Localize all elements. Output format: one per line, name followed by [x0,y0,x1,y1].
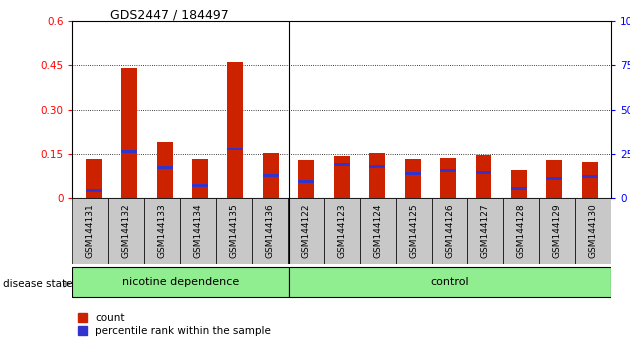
Bar [476,171,491,174]
Bar [192,184,208,187]
Text: GSM144135: GSM144135 [229,204,239,258]
Bar [440,158,456,198]
Bar [144,198,180,264]
Text: GSM144127: GSM144127 [481,204,490,258]
Bar [404,172,421,175]
Bar [467,198,503,264]
Bar [288,198,324,264]
Text: GSM144126: GSM144126 [445,204,454,258]
Bar [299,160,314,198]
Text: GSM144128: GSM144128 [517,204,526,258]
Bar [252,198,288,264]
Bar [360,198,396,264]
Bar [227,148,243,150]
Text: disease state: disease state [3,279,72,289]
Legend: count, percentile rank within the sample: count, percentile rank within the sample [77,313,272,336]
Bar [121,150,137,153]
Bar [582,162,598,198]
Bar [334,164,350,166]
Bar [440,169,456,172]
Bar [334,156,350,198]
Text: GSM144132: GSM144132 [122,204,131,258]
Bar [546,160,563,198]
Bar [404,159,421,198]
Bar [582,175,598,178]
Text: GSM144134: GSM144134 [193,204,203,258]
Text: control: control [430,276,469,287]
Bar [432,198,467,264]
Bar [157,166,173,169]
Bar [121,68,137,198]
Text: GSM144125: GSM144125 [409,204,418,258]
Bar [108,198,144,264]
Bar [476,155,491,198]
Bar [227,62,243,198]
Bar [369,165,385,168]
Bar [369,153,385,198]
Text: GSM144133: GSM144133 [158,204,167,258]
Bar [575,198,611,264]
Bar [72,198,108,264]
Bar [86,189,101,192]
Bar [511,170,527,198]
Text: GDS2447 / 184497: GDS2447 / 184497 [110,9,229,22]
Bar [263,153,279,198]
Bar [503,198,539,264]
Text: GSM144129: GSM144129 [553,204,562,258]
Bar [180,198,216,264]
Bar [192,159,208,198]
Bar [157,142,173,198]
Bar [289,267,611,297]
Bar [539,198,575,264]
Bar [263,174,279,177]
Text: GSM144123: GSM144123 [337,204,346,258]
Bar [72,267,289,297]
Text: GSM144122: GSM144122 [301,204,311,258]
Bar [324,198,360,264]
Bar [396,198,432,264]
Text: GSM144136: GSM144136 [265,204,275,258]
Text: GSM144131: GSM144131 [86,204,95,258]
Bar [216,198,252,264]
Bar [546,177,563,180]
Bar [86,159,101,198]
Bar [299,180,314,183]
Bar [511,187,527,190]
Text: GSM144124: GSM144124 [373,204,382,258]
Text: nicotine dependence: nicotine dependence [122,276,239,287]
Text: GSM144130: GSM144130 [588,204,598,258]
